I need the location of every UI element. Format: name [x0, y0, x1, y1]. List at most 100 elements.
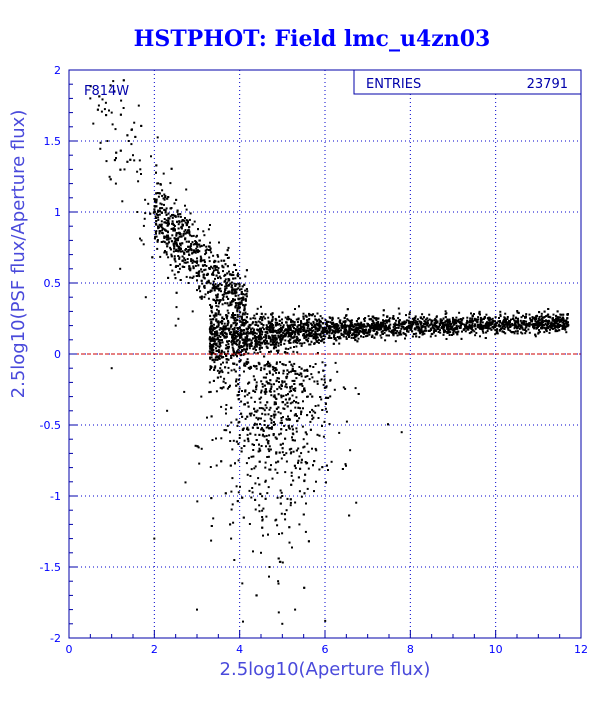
data-point — [259, 461, 261, 463]
data-point — [278, 533, 280, 535]
data-point — [466, 322, 468, 324]
data-point — [258, 434, 260, 436]
data-point — [232, 522, 234, 524]
data-point — [303, 342, 305, 344]
data-point — [290, 504, 292, 506]
data-point — [466, 317, 468, 319]
data-point — [549, 316, 551, 318]
data-point — [187, 251, 189, 253]
data-point — [450, 328, 452, 330]
data-point — [229, 328, 231, 330]
data-point — [140, 173, 142, 175]
data-point — [155, 192, 157, 194]
data-point — [254, 332, 256, 334]
data-point — [291, 475, 293, 477]
data-point — [399, 334, 401, 336]
data-point — [178, 271, 180, 273]
data-point — [247, 434, 249, 436]
data-point — [163, 236, 165, 238]
data-point — [345, 329, 347, 331]
data-point — [186, 276, 188, 278]
data-point — [377, 328, 379, 330]
data-point — [295, 413, 297, 415]
data-point — [260, 552, 262, 554]
data-point — [230, 331, 232, 333]
data-point — [297, 402, 299, 404]
data-point — [299, 455, 301, 457]
data-point — [314, 315, 316, 317]
data-point — [298, 460, 300, 462]
data-point — [209, 246, 211, 248]
data-point — [218, 302, 220, 304]
data-point — [415, 335, 417, 337]
data-point — [246, 269, 248, 271]
data-point — [329, 317, 331, 319]
data-point — [170, 264, 172, 266]
data-point — [285, 348, 287, 350]
data-point — [259, 351, 261, 353]
data-point — [136, 171, 138, 173]
data-point — [280, 325, 282, 327]
data-point — [512, 324, 514, 326]
data-point — [289, 329, 291, 331]
data-point — [287, 348, 289, 350]
data-point — [303, 587, 305, 589]
data-point — [534, 334, 536, 336]
data-point — [230, 316, 232, 318]
data-point — [309, 411, 311, 413]
data-point — [517, 321, 519, 323]
data-point — [274, 423, 276, 425]
data-point — [214, 367, 216, 369]
data-point — [195, 236, 197, 238]
data-point — [228, 386, 230, 388]
data-point — [289, 419, 291, 421]
data-point — [324, 379, 326, 381]
data-point — [297, 420, 299, 422]
data-point — [327, 397, 329, 399]
data-point — [150, 155, 152, 157]
data-point — [297, 330, 299, 332]
data-point — [97, 109, 99, 111]
data-point — [259, 423, 261, 425]
data-point — [261, 520, 263, 522]
data-point — [238, 379, 240, 381]
data-point — [311, 396, 313, 398]
data-point — [262, 386, 264, 388]
data-point — [339, 327, 341, 329]
data-point — [223, 266, 225, 268]
data-point — [208, 228, 210, 230]
data-point — [257, 308, 259, 310]
data-point — [157, 240, 159, 242]
data-point — [265, 480, 267, 482]
data-point — [177, 210, 179, 212]
data-point — [161, 189, 163, 191]
data-point — [299, 342, 301, 344]
data-point — [338, 331, 340, 333]
data-point — [373, 337, 375, 339]
data-point — [108, 110, 110, 112]
data-point — [227, 310, 229, 312]
data-point — [273, 421, 275, 423]
data-point — [254, 434, 256, 436]
data-point — [295, 396, 297, 398]
data-point — [175, 235, 177, 237]
data-point — [226, 361, 228, 363]
data-point — [174, 202, 176, 204]
data-point — [141, 239, 143, 241]
data-point — [485, 332, 487, 334]
data-point — [191, 235, 193, 237]
data-point — [283, 343, 285, 345]
data-point — [443, 334, 445, 336]
data-point — [176, 244, 178, 246]
data-point — [109, 176, 111, 178]
data-point — [189, 277, 191, 279]
data-point — [231, 340, 233, 342]
data-point — [512, 318, 514, 320]
data-point — [136, 211, 138, 213]
data-point — [269, 566, 271, 568]
data-point — [305, 531, 307, 533]
data-point — [451, 334, 453, 336]
data-point — [314, 336, 316, 338]
data-point — [327, 321, 329, 323]
data-point — [380, 337, 382, 339]
